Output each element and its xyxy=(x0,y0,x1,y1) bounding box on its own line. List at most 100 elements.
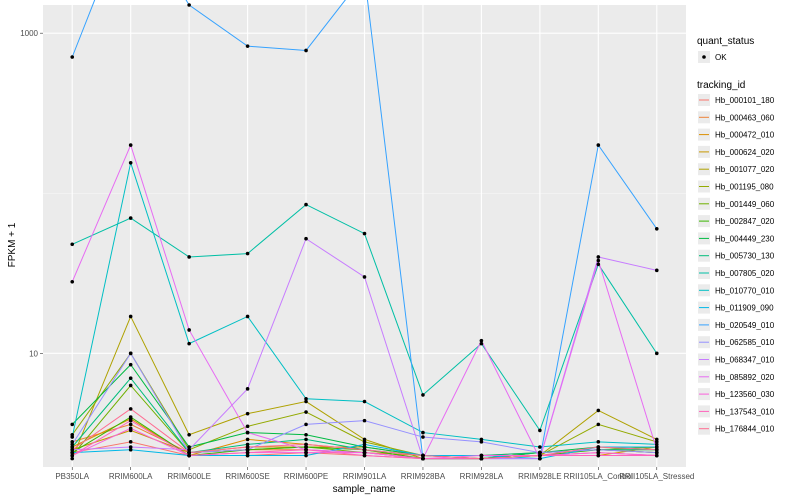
legend-item-label: Hb_000624_020 xyxy=(715,148,775,157)
legend-quant-point xyxy=(702,55,706,59)
legend-item-label: Hb_068347_010 xyxy=(715,356,775,365)
data-point xyxy=(128,376,133,380)
legend-item-label: Hb_001195_080 xyxy=(715,183,774,192)
data-point xyxy=(596,143,601,147)
data-point xyxy=(70,453,75,458)
data-point xyxy=(421,435,425,439)
data-point xyxy=(304,450,308,455)
legend-item-label: Hb_000101_180 xyxy=(715,96,775,105)
data-point xyxy=(479,440,484,444)
data-point xyxy=(245,424,250,429)
data-point xyxy=(421,456,425,461)
legend-item-label: Hb_000472_010 xyxy=(715,131,775,140)
data-point xyxy=(128,143,133,147)
data-point xyxy=(245,450,250,455)
data-point xyxy=(538,453,542,458)
data-point xyxy=(596,445,601,449)
data-point xyxy=(538,450,542,455)
data-point xyxy=(304,397,308,401)
data-point xyxy=(362,445,367,449)
data-point xyxy=(362,275,367,279)
data-point xyxy=(304,410,308,414)
data-point xyxy=(538,456,542,461)
data-point xyxy=(304,453,308,458)
legend-item-label: Hb_001449_060 xyxy=(715,200,775,209)
data-point xyxy=(362,418,367,423)
data-point xyxy=(245,445,250,449)
data-point xyxy=(128,426,133,431)
legend-item-label: Hb_002847_020 xyxy=(715,217,775,226)
x-axis-title: sample_name xyxy=(333,484,396,495)
x-tick-label: PB350LA xyxy=(55,472,89,481)
data-point xyxy=(421,393,425,397)
data-point xyxy=(70,442,75,447)
data-point xyxy=(304,422,308,427)
legend-item-label: Hb_062585_010 xyxy=(715,338,775,347)
data-point xyxy=(187,255,191,259)
data-point xyxy=(362,450,367,455)
legend-quant-label: OK xyxy=(715,53,727,62)
data-point xyxy=(187,341,191,346)
data-point xyxy=(596,258,601,263)
data-point xyxy=(596,440,601,444)
data-point xyxy=(596,262,601,267)
data-point xyxy=(70,456,75,461)
legend-item-label: Hb_005730_130 xyxy=(715,252,775,261)
data-point xyxy=(245,453,250,458)
data-point xyxy=(362,442,367,447)
x-tick-label: RRIM600SE xyxy=(225,472,269,481)
data-point xyxy=(70,450,75,455)
data-point xyxy=(187,447,191,452)
data-point xyxy=(596,453,601,458)
x-tick-label: RRIM600PE xyxy=(284,472,328,481)
x-tick-label: RRIM928BA xyxy=(401,472,446,481)
data-point xyxy=(362,231,367,236)
data-point xyxy=(362,447,367,452)
data-point xyxy=(187,450,191,455)
data-point xyxy=(245,44,250,48)
x-tick-label: RRII105LA_Stressed xyxy=(619,472,694,481)
data-point xyxy=(421,453,425,458)
data-point xyxy=(245,387,250,391)
legend-item-label: Hb_001077_020 xyxy=(715,165,775,174)
data-point xyxy=(245,442,250,447)
data-point xyxy=(304,432,308,437)
data-point xyxy=(128,216,133,220)
legend-quant-title: quant_status xyxy=(697,36,754,47)
data-point xyxy=(128,445,133,449)
y-tick-label: 1000 xyxy=(20,29,38,38)
data-point xyxy=(479,453,484,458)
legend-item-label: Hb_010770_010 xyxy=(715,286,775,295)
legend-series-title: tracking_id xyxy=(697,80,745,91)
data-point xyxy=(245,251,250,256)
data-point xyxy=(128,418,133,423)
legend-item-label: Hb_004449_230 xyxy=(715,234,775,243)
y-tick-label: 10 xyxy=(29,349,38,358)
data-point xyxy=(245,447,250,452)
data-point xyxy=(187,3,191,7)
x-tick-label: RRIM928LE xyxy=(518,472,562,481)
data-point xyxy=(70,447,75,452)
data-point xyxy=(479,456,484,461)
data-point xyxy=(421,430,425,435)
data-point xyxy=(128,440,133,444)
data-point xyxy=(362,453,367,458)
data-point xyxy=(596,450,601,455)
legend-item-label: Hb_123560_030 xyxy=(715,390,775,399)
data-point xyxy=(128,161,133,165)
data-point xyxy=(304,48,308,53)
data-point xyxy=(187,445,191,449)
data-point xyxy=(128,383,133,388)
data-point xyxy=(245,411,250,416)
data-point xyxy=(245,430,250,435)
data-point xyxy=(70,440,75,444)
legend-item-label: Hb_176844_010 xyxy=(715,425,775,434)
legend-item-label: Hb_085892_020 xyxy=(715,373,775,382)
data-point xyxy=(654,447,659,452)
data-point xyxy=(70,55,75,59)
data-point xyxy=(128,447,133,452)
y-axis-title: FPKM + 1 xyxy=(7,222,18,267)
data-point xyxy=(304,447,308,452)
data-point xyxy=(304,437,308,442)
